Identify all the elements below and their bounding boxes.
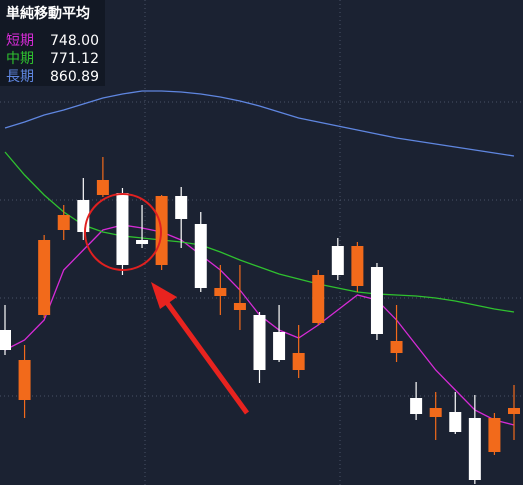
candle-body [429, 408, 442, 417]
candle-body [410, 398, 423, 414]
candle-body [18, 360, 31, 400]
ma-line [4, 90, 515, 157]
legend-name: 長期 [6, 69, 34, 85]
candle-body [136, 240, 149, 244]
highlight-circle [84, 193, 162, 271]
candle-body [488, 418, 501, 452]
candle-body [312, 275, 325, 323]
ma-line [4, 151, 515, 313]
candle-body [508, 408, 520, 414]
candle-body [351, 246, 364, 286]
arrow-head [151, 282, 177, 309]
legend-value: 771.12 [50, 51, 99, 67]
candle-body [273, 332, 286, 360]
legend-value: 748.00 [50, 33, 99, 49]
candle-body [57, 215, 70, 230]
candle-body [38, 240, 51, 315]
candle-body [116, 193, 129, 265]
candle-body [331, 246, 344, 275]
legend: 単純移動平均 短期 748.00 中期 771.12 長期 860.89 [0, 0, 105, 86]
candle-body [194, 224, 207, 288]
candle-body [390, 341, 403, 353]
candle-body [253, 315, 266, 370]
candle-body [449, 412, 462, 432]
legend-box [0, 0, 105, 86]
legend-value: 860.89 [50, 69, 99, 85]
arrow [151, 282, 250, 415]
legend-name: 短期 [6, 33, 34, 49]
candle-body [468, 418, 481, 480]
candle-body [370, 267, 383, 334]
candle-body [292, 353, 305, 370]
candle-body [96, 180, 109, 195]
legend-title: 単純移動平均 [6, 5, 90, 22]
candle-body [175, 196, 188, 219]
arrow-shaft [162, 298, 250, 415]
candle-body [0, 330, 11, 350]
candle-body [233, 303, 246, 310]
candles [0, 157, 520, 484]
legend-name: 中期 [6, 51, 34, 67]
candle-body [214, 288, 227, 296]
